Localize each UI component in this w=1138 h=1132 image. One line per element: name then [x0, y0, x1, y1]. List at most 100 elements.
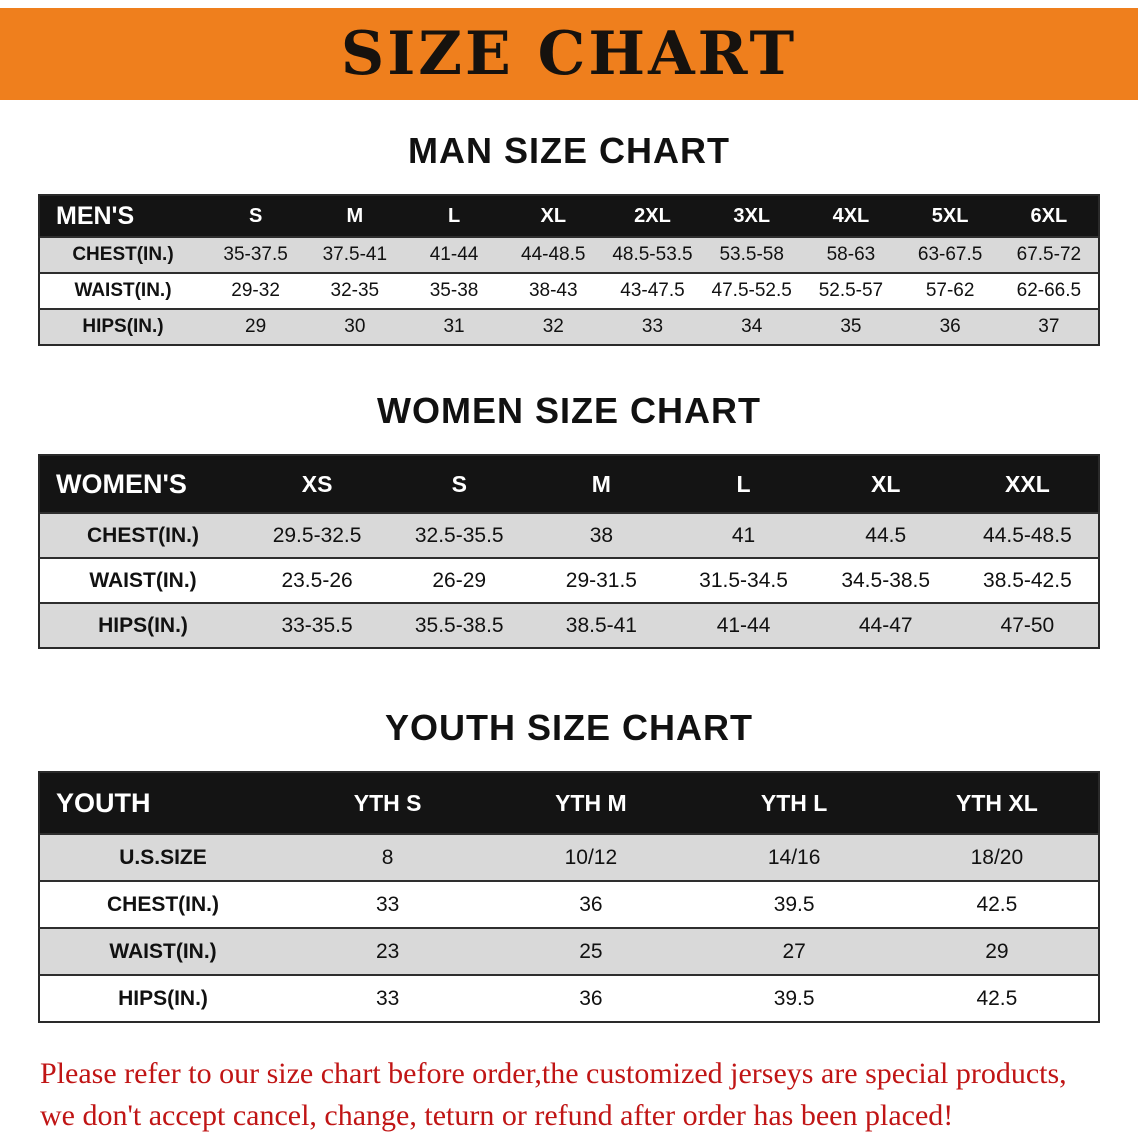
- column-header: S: [388, 455, 531, 513]
- table-cell: 33: [375, 986, 400, 1010]
- table-cell: 18/20: [970, 845, 1024, 869]
- table-row: CHEST(IN.) 33 36 39.5 42.5: [39, 881, 1099, 928]
- table-cell: 29: [985, 939, 1009, 963]
- table-cell: 41-44: [716, 613, 771, 637]
- womens-section-title: WOMEN SIZE CHART: [377, 390, 761, 431]
- table-cell: 35: [840, 316, 862, 337]
- table-cell: 63-67.5: [917, 244, 983, 265]
- table-row: WAIST(IN.) 23.5-26 26-29 29-31.5 31.5-34.5 34…: [39, 558, 1099, 603]
- table-cell: 43-47.5: [620, 280, 685, 301]
- table-cell: 29-31.5: [565, 568, 637, 592]
- disclaimer-line-1: Please refer to our size chart before or…: [40, 1057, 1067, 1090]
- row-label: CHEST(IN.): [107, 892, 219, 916]
- youth-size-table: YOUTH YTH S YTH M YTH L YTH XL U.S.SIZE 8 10/12…: [38, 771, 1100, 1023]
- disclaimer-line-2: we don't accept cancel, change, teturn o…: [40, 1099, 954, 1132]
- row-label: HIPS(IN.): [82, 316, 164, 337]
- table-cell: 62-66.5: [1016, 280, 1082, 301]
- column-header: XL: [503, 195, 603, 237]
- row-label: U.S.SIZE: [119, 845, 207, 869]
- column-header: L: [404, 195, 504, 237]
- column-header: 4XL: [801, 195, 901, 237]
- table-cell: 67.5-72: [1016, 244, 1082, 265]
- table-row: CHEST(IN.) 35-37.5 37.5-41 41-44 44-48.5 48.5…: [39, 237, 1099, 273]
- table-cell: 30: [344, 316, 366, 337]
- table-cell: 39.5: [773, 986, 815, 1010]
- table-header-row: WOMEN'S XS S M L XL XXL: [39, 455, 1099, 513]
- table-cell: 47-50: [1000, 613, 1055, 637]
- table-cell: 44.5: [865, 523, 907, 547]
- table-cell: 53.5-58: [719, 244, 784, 265]
- table-corner-label: WOMEN'S: [39, 455, 246, 513]
- column-header: L: [672, 455, 815, 513]
- table-cell: 35-38: [429, 280, 479, 301]
- table-cell: 44.5-48.5: [983, 523, 1072, 547]
- table-header-row: YOUTH YTH S YTH M YTH L YTH XL: [39, 772, 1099, 834]
- table-cell: 29.5-32.5: [272, 523, 362, 547]
- table-cell: 38: [589, 523, 614, 547]
- column-header: 2XL: [602, 195, 703, 237]
- table-cell: 36: [939, 316, 961, 337]
- table-cell: 27: [782, 939, 806, 963]
- row-label: WAIST(IN.): [109, 939, 217, 963]
- mens-size-section: MAN SIZE CHART MEN'S S M L XL 2XL 3XL 4XL 5XL 6XL…: [0, 130, 1138, 346]
- table-cell: 48.5-53.5: [612, 244, 693, 265]
- table-corner-label: YOUTH: [39, 772, 286, 834]
- row-label: WAIST(IN.): [74, 280, 172, 301]
- table-cell: 44-48.5: [521, 244, 586, 265]
- table-cell: 42.5: [976, 892, 1018, 916]
- table-cell: 58-63: [826, 244, 876, 265]
- row-label: HIPS(IN.): [118, 986, 208, 1010]
- table-row: HIPS(IN.) 33-35.5 35.5-38.5 38.5-41 41-44 44-…: [39, 603, 1099, 648]
- table-cell: 36: [579, 892, 603, 916]
- column-header: XXL: [956, 455, 1099, 513]
- mens-size-table: MEN'S S M L XL 2XL 3XL 4XL 5XL 6XL CHEST(IN.) 35-37…: [38, 194, 1100, 346]
- row-label: CHEST(IN.): [87, 523, 199, 547]
- column-header: 6XL: [999, 195, 1099, 237]
- table-cell: 35.5-38.5: [414, 613, 504, 637]
- table-cell: 33-35.5: [281, 613, 353, 637]
- column-header: YTH L: [692, 772, 896, 834]
- column-header: M: [305, 195, 405, 237]
- table-header-row: MEN'S S M L XL 2XL 3XL 4XL 5XL 6XL: [39, 195, 1099, 237]
- table-cell: 33: [375, 892, 400, 916]
- table-cell: 31.5-34.5: [699, 568, 788, 592]
- womens-size-table: WOMEN'S XS S M L XL XXL CHEST(IN.) 29.5-32.5 32.5…: [38, 454, 1100, 649]
- column-header: YTH XL: [895, 772, 1099, 834]
- row-label: HIPS(IN.): [98, 613, 188, 637]
- column-header: XS: [246, 455, 389, 513]
- table-cell: 25: [579, 939, 603, 963]
- table-cell: 23.5-26: [281, 568, 353, 592]
- row-label: WAIST(IN.): [89, 568, 197, 592]
- row-label: CHEST(IN.): [72, 244, 174, 265]
- youth-size-section: YOUTH SIZE CHART YOUTH YTH S YTH M YTH L YTH…: [0, 707, 1138, 1023]
- column-header: M: [530, 455, 673, 513]
- table-row: U.S.SIZE 8 10/12 14/16 18/20: [39, 834, 1099, 881]
- column-header: S: [206, 195, 306, 237]
- table-cell: 37.5-41: [322, 244, 388, 265]
- table-cell: 31: [443, 316, 465, 337]
- banner: SIZE CHART: [0, 8, 1138, 100]
- table-cell: 14/16: [767, 845, 821, 869]
- table-cell: 32-35: [330, 280, 380, 301]
- table-cell: 10/12: [564, 845, 618, 869]
- table-cell: 36: [579, 986, 603, 1010]
- table-cell: 38-43: [528, 280, 578, 301]
- table-cell: 32.5-35.5: [414, 523, 504, 547]
- column-header: 3XL: [702, 195, 802, 237]
- table-cell: 26-29: [432, 568, 487, 592]
- table-cell: 39.5: [773, 892, 815, 916]
- column-header: YTH M: [489, 772, 693, 834]
- column-header: 5XL: [900, 195, 1000, 237]
- table-cell: 44-47: [858, 613, 913, 637]
- table-cell: 32: [542, 316, 564, 337]
- mens-section-title: MAN SIZE CHART: [408, 130, 730, 171]
- table-cell: 42.5: [976, 986, 1018, 1010]
- table-cell: 29: [245, 316, 267, 337]
- table-corner-label: MEN'S: [39, 195, 206, 237]
- table-cell: 34.5-38.5: [841, 568, 931, 592]
- table-cell: 38.5-41: [565, 613, 637, 637]
- disclaimer: Please refer to our size chart before or…: [40, 1053, 1108, 1132]
- table-cell: 34: [741, 316, 763, 337]
- womens-size-section: WOMEN SIZE CHART WOMEN'S XS S M L XL XXL CHEST(…: [0, 390, 1138, 649]
